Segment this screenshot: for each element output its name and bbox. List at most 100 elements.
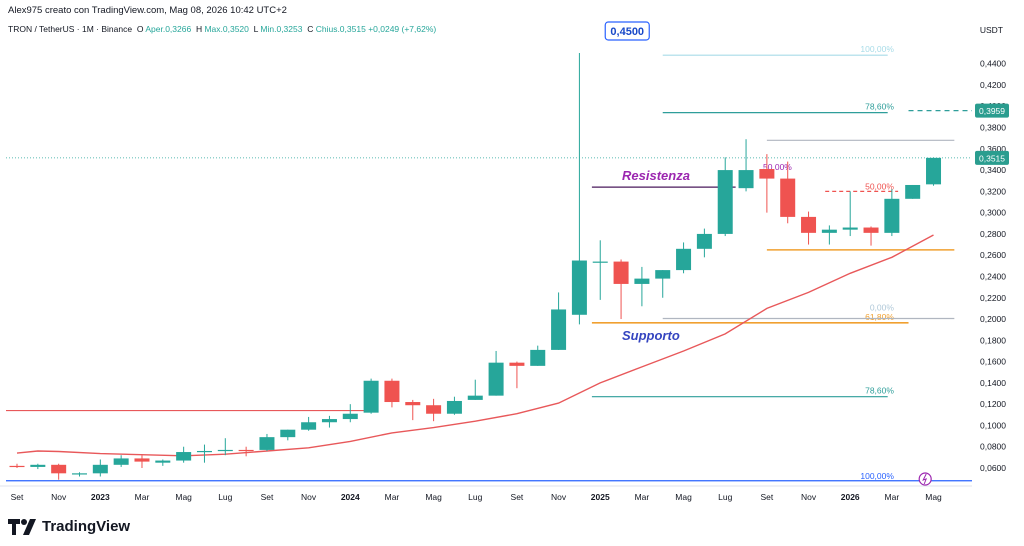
- y-tick-label: 0,2000: [980, 314, 1006, 324]
- y-tick-label: 0,4200: [980, 80, 1006, 90]
- candle-body: [696, 233, 712, 249]
- y-tick-label: 0,4400: [980, 59, 1006, 69]
- y-tick-label: 0,0600: [980, 463, 1006, 473]
- candle-body: [634, 278, 650, 284]
- candle-body: [301, 422, 317, 430]
- x-tick-label: Mag: [675, 492, 692, 502]
- price-tag-current-bg: [975, 150, 1009, 165]
- candle-body: [551, 309, 567, 350]
- price-tag-dashed-bg: [975, 103, 1009, 118]
- resistance-label: Resistenza: [622, 168, 690, 183]
- y-tick-label: 0,1600: [980, 357, 1006, 367]
- candle-body: [280, 429, 296, 438]
- fib-label: 100,00%: [860, 44, 894, 54]
- ohlc-h-value: Max.0,3520: [204, 24, 249, 34]
- y-tick-label: 0,3600: [980, 144, 1006, 154]
- x-tick-label: Nov: [51, 492, 67, 502]
- x-tick-label: Mar: [385, 492, 400, 502]
- candle-body: [71, 473, 87, 475]
- candle-body: [9, 465, 25, 468]
- candle-body: [342, 413, 358, 420]
- candle-body: [446, 400, 462, 414]
- candle-body: [571, 260, 587, 315]
- candle-body: [926, 157, 942, 185]
- candle-body: [51, 464, 67, 474]
- tradingview-logo: TradingView: [8, 518, 130, 535]
- candle-body: [863, 227, 879, 233]
- y-tick-label: 0,2800: [980, 229, 1006, 239]
- ohlc-c-value: Chius.0,3515: [315, 24, 366, 34]
- candle-body: [759, 169, 775, 179]
- price-tag-current: 0,3515: [979, 153, 1005, 163]
- x-tick-label: Nov: [301, 492, 317, 502]
- candle-body: [592, 261, 608, 263]
- y-tick-label: 0,0800: [980, 442, 1006, 452]
- fib-label: 78,60%: [865, 102, 894, 112]
- x-tick-label: Mar: [885, 492, 900, 502]
- x-tick-label: 2025: [591, 492, 610, 502]
- candle-body: [134, 458, 150, 462]
- candle-body: [780, 178, 796, 217]
- y-tick-label: 0,1200: [980, 399, 1006, 409]
- candle-body: [113, 458, 129, 465]
- candle-body: [176, 452, 192, 461]
- x-tick-label: 2026: [841, 492, 860, 502]
- candle-body: [238, 449, 254, 452]
- candle-body: [738, 170, 754, 189]
- ohlc-l-label: L: [253, 24, 259, 34]
- x-tick-label: Set: [760, 492, 773, 502]
- candle-body: [155, 460, 171, 463]
- ohlc-h-label: H: [195, 24, 203, 34]
- moving-average-line: [16, 234, 934, 457]
- x-tick-label: Nov: [801, 492, 817, 502]
- candle-body: [655, 270, 671, 279]
- y-tick-label: 0,1400: [980, 378, 1006, 388]
- x-tick-label: Mag: [425, 492, 442, 502]
- candle-body: [821, 229, 837, 233]
- price-tag-dashed: 0,3959: [979, 106, 1005, 116]
- candle-body: [384, 380, 400, 403]
- ohlc-o-value: Aper.0,3266: [145, 24, 192, 34]
- ohlc-l-value: Min.0,3253: [260, 24, 303, 34]
- candle-body: [884, 198, 900, 233]
- brand-name: TradingView: [42, 518, 131, 535]
- ohlc-change: +0,0249 (+7,62%): [368, 24, 437, 34]
- y-tick-label: 0,3000: [980, 208, 1006, 218]
- x-tick-label: Lug: [468, 492, 482, 502]
- candle-body: [905, 184, 921, 199]
- ohlc-o-label: O: [136, 24, 144, 34]
- x-tick-label: Lug: [718, 492, 732, 502]
- x-tick-label: Set: [261, 492, 274, 502]
- x-tick-label: Mar: [135, 492, 150, 502]
- y-tick-label: 0,3200: [980, 186, 1006, 196]
- candle-body: [426, 405, 442, 414]
- fib-label: 61,80%: [865, 312, 894, 322]
- y-tick-label: 0,2400: [980, 271, 1006, 281]
- candle-body: [321, 419, 337, 423]
- candle-body: [259, 437, 275, 450]
- candle-body: [801, 216, 817, 233]
- y-tick-label: 0,2200: [980, 293, 1006, 303]
- candle-body: [488, 362, 504, 396]
- fib-label: 100,00%: [860, 471, 894, 481]
- fib-label-right: 50,00%: [865, 181, 894, 191]
- symbol-name[interactable]: TRON / TetherUS · 1M · Binance: [8, 24, 133, 34]
- callout-box: [604, 21, 650, 41]
- x-tick-label: Lug: [218, 492, 232, 502]
- candle-body: [92, 464, 108, 474]
- candle-body: [842, 227, 858, 230]
- candle-body: [676, 248, 692, 271]
- tradingview-logo-icon: [8, 518, 36, 535]
- x-tick-label: Set: [11, 492, 24, 502]
- candle-body: [509, 362, 525, 366]
- x-tick-label: Mag: [175, 492, 192, 502]
- y-tick-label: 0,3800: [980, 123, 1006, 133]
- lightning-icon: [922, 473, 928, 485]
- candle-body: [363, 380, 379, 413]
- x-tick-label: Set: [511, 492, 524, 502]
- candle-body: [530, 349, 546, 366]
- y-axis-unit: USDT: [980, 25, 1003, 35]
- candle-body: [196, 450, 212, 453]
- candle-body: [405, 402, 421, 406]
